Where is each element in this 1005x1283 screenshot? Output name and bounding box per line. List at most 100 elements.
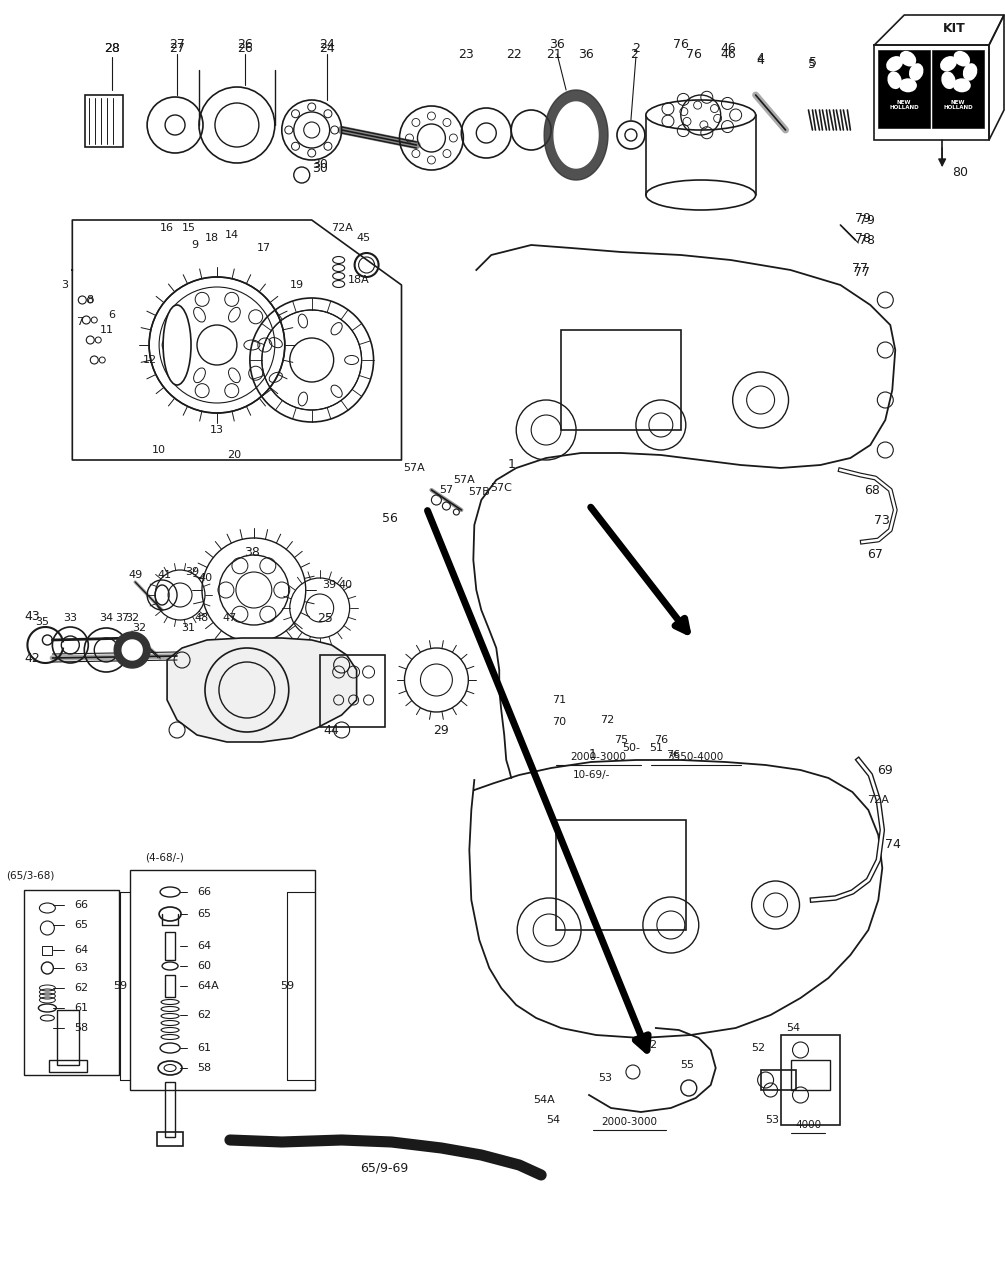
Text: 53: 53 [598, 1073, 612, 1083]
Text: 49: 49 [128, 570, 143, 580]
Polygon shape [123, 640, 142, 659]
Text: 79: 79 [855, 212, 871, 225]
Bar [556, 820, 685, 930]
Text: 39: 39 [323, 580, 337, 590]
Text: 16: 16 [160, 223, 174, 234]
Text: 31: 31 [181, 624, 195, 633]
Ellipse shape [886, 56, 902, 72]
Bar [320, 656, 385, 727]
Text: 65: 65 [74, 920, 88, 930]
Text: 2: 2 [632, 41, 640, 54]
Text: 24: 24 [319, 41, 335, 54]
Polygon shape [167, 638, 357, 742]
Text: 52: 52 [752, 1043, 766, 1053]
Text: 76: 76 [673, 38, 688, 51]
Ellipse shape [887, 72, 901, 89]
Bar [165, 1082, 175, 1137]
Polygon shape [115, 633, 150, 668]
Text: 1: 1 [589, 748, 597, 762]
Text: 59: 59 [114, 981, 128, 990]
Text: 42: 42 [24, 652, 40, 665]
Bar [49, 1060, 87, 1073]
Text: 54: 54 [546, 1115, 560, 1125]
Text: 71: 71 [552, 695, 566, 704]
Text: 22: 22 [507, 49, 522, 62]
Text: 62: 62 [197, 1010, 211, 1020]
Text: 78: 78 [859, 234, 875, 246]
Text: 35: 35 [35, 617, 49, 627]
Polygon shape [544, 90, 608, 180]
Text: 32: 32 [125, 613, 140, 624]
Text: 39: 39 [185, 567, 199, 577]
Text: 55: 55 [679, 1060, 693, 1070]
Text: 34: 34 [99, 613, 114, 624]
Text: 74: 74 [885, 839, 901, 852]
Text: 5: 5 [809, 55, 817, 68]
Bar [42, 946, 52, 955]
Text: 64: 64 [74, 946, 88, 955]
Text: 3: 3 [61, 280, 67, 290]
Text: 19: 19 [289, 280, 304, 290]
Text: 4000: 4000 [795, 1120, 821, 1130]
Text: 59: 59 [279, 981, 293, 990]
Text: 27: 27 [169, 38, 185, 51]
Text: 10: 10 [152, 445, 166, 455]
Text: 68: 68 [864, 484, 880, 497]
Text: 10-69/-: 10-69/- [572, 770, 610, 780]
Text: 40: 40 [339, 580, 353, 590]
Text: 9: 9 [191, 240, 199, 250]
Text: 76: 76 [654, 735, 668, 745]
Text: 36: 36 [550, 38, 565, 51]
Text: 58: 58 [74, 1023, 88, 1033]
Ellipse shape [163, 305, 191, 385]
Bar [85, 95, 124, 148]
Text: 65/9-69: 65/9-69 [361, 1161, 409, 1174]
Text: NEW
HOLLAND: NEW HOLLAND [944, 100, 973, 110]
Text: 27: 27 [169, 41, 185, 54]
Text: 64A: 64A [197, 981, 219, 990]
Text: 66: 66 [74, 899, 88, 910]
Text: 37: 37 [116, 613, 130, 624]
Bar [874, 45, 989, 140]
Text: 50-: 50- [622, 743, 640, 753]
Text: 46: 46 [721, 49, 737, 62]
Text: 28: 28 [105, 41, 121, 54]
Text: 5: 5 [808, 59, 816, 72]
Text: 20: 20 [227, 450, 241, 461]
Text: 3550-4000: 3550-4000 [667, 752, 724, 762]
Text: 40: 40 [199, 574, 213, 582]
Polygon shape [554, 103, 598, 168]
Ellipse shape [909, 63, 924, 81]
Text: 62: 62 [74, 983, 88, 993]
Text: 2: 2 [630, 49, 638, 62]
Text: 4: 4 [757, 51, 765, 64]
Text: 57A: 57A [404, 463, 425, 473]
Bar [878, 50, 931, 128]
Text: 65: 65 [197, 908, 211, 919]
Ellipse shape [899, 78, 917, 92]
Text: 77: 77 [854, 266, 870, 278]
Text: 79: 79 [859, 213, 875, 227]
Text: 4: 4 [757, 54, 765, 67]
Text: 29: 29 [433, 724, 449, 736]
Text: 43: 43 [24, 611, 40, 624]
Text: 7: 7 [75, 317, 82, 327]
Ellipse shape [953, 78, 971, 92]
Text: 57: 57 [439, 485, 453, 495]
Text: 60: 60 [197, 961, 211, 971]
Text: 47: 47 [223, 613, 237, 624]
Text: 76: 76 [665, 751, 680, 760]
Ellipse shape [942, 72, 956, 89]
Text: 18: 18 [205, 234, 219, 242]
Text: 48: 48 [195, 613, 209, 624]
Text: NEW
HOLLAND: NEW HOLLAND [889, 100, 919, 110]
Bar [157, 1132, 183, 1146]
Text: 58: 58 [197, 1064, 211, 1073]
Text: 23: 23 [458, 49, 474, 62]
Bar [781, 1035, 840, 1125]
Text: 72A: 72A [867, 795, 889, 804]
Text: 44: 44 [324, 724, 340, 736]
Ellipse shape [954, 51, 970, 67]
Text: 52: 52 [643, 1041, 657, 1049]
Text: 53: 53 [766, 1115, 780, 1125]
